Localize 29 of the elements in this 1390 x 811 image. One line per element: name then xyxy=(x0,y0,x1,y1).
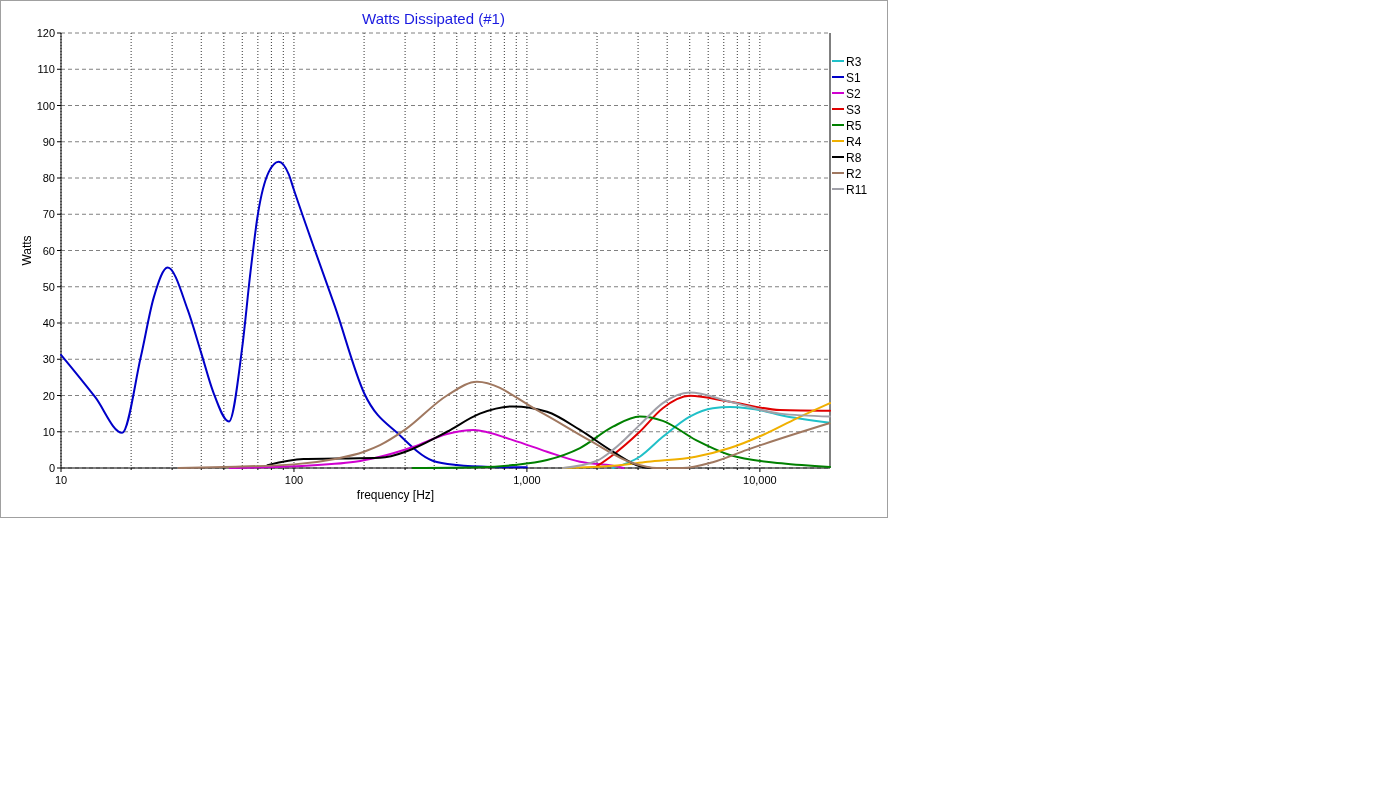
y-tick-label: 70 xyxy=(42,208,55,221)
chart-title: Watts Dissipated (#1) xyxy=(362,10,505,27)
x-axis-title: frequency [Hz] xyxy=(356,488,435,502)
legend-label: R11 xyxy=(846,183,868,197)
y-tick-label: 40 xyxy=(42,317,55,329)
y-tick-label: 30 xyxy=(42,353,55,366)
legend-label: S1 xyxy=(846,71,861,85)
y-axis-title: Watts xyxy=(20,235,34,266)
legend-label: S3 xyxy=(846,103,861,117)
legend-label: R3 xyxy=(846,55,862,69)
y-tick-label: 60 xyxy=(42,244,55,257)
y-tick-label: 10 xyxy=(42,425,55,438)
x-tick-label: 1,000 xyxy=(513,474,541,486)
legend-label: R8 xyxy=(846,151,862,165)
legend-label: R5 xyxy=(846,119,862,133)
legend-label: S2 xyxy=(846,87,861,101)
x-tick-label: 10,000 xyxy=(743,474,777,486)
y-tick-label: 90 xyxy=(42,135,55,148)
x-tick-label: 10 xyxy=(54,474,68,486)
legend-label: R2 xyxy=(846,167,862,181)
legend-label: R4 xyxy=(846,135,862,149)
y-tick-label: 120 xyxy=(36,27,55,39)
y-tick-label: 80 xyxy=(42,172,55,184)
x-tick-label: 100 xyxy=(284,474,304,486)
y-tick-label: 100 xyxy=(36,99,55,112)
y-tick-label: 110 xyxy=(37,63,55,76)
y-tick-label: 0 xyxy=(48,462,55,474)
y-tick-label: 20 xyxy=(42,389,55,402)
y-tick-label: 50 xyxy=(42,280,55,293)
